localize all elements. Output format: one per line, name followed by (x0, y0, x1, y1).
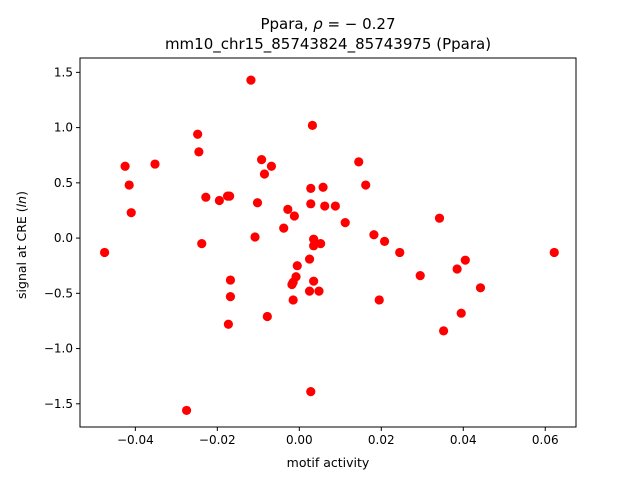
data-point-30 (292, 261, 302, 271)
x-tick-label-3: 0.02 (368, 433, 395, 447)
data-point-15 (225, 275, 236, 285)
data-point-41 (316, 239, 326, 249)
y-tick-label-1: −1.0 (44, 342, 73, 356)
data-point-6 (193, 129, 203, 139)
data-point-28 (289, 211, 299, 221)
y-axis-label-suffix: ) (14, 191, 29, 196)
data-point-9 (201, 192, 211, 202)
y-tick-label-3: 0.0 (54, 231, 73, 245)
y-tick-label-6: 1.5 (54, 65, 73, 79)
data-points (100, 75, 559, 416)
data-point-12 (225, 191, 235, 201)
y-tick-label-4: 0.5 (54, 176, 73, 190)
chart-title-rho-symbol: ρ (313, 15, 323, 33)
data-point-54 (439, 326, 449, 336)
axes-frame (79, 57, 577, 428)
chart-title-prefix: Ppara, (260, 15, 313, 33)
data-point-36 (307, 120, 318, 130)
data-point-50 (379, 236, 390, 246)
data-point-22 (266, 161, 277, 171)
data-point-42 (318, 182, 328, 192)
x-tick-label-5: 0.06 (532, 433, 559, 447)
data-point-33 (306, 199, 316, 209)
data-point-48 (369, 230, 379, 240)
data-point-31 (304, 286, 315, 296)
data-point-14 (225, 292, 236, 302)
data-point-17 (250, 232, 260, 242)
data-point-39 (309, 276, 319, 286)
data-point-56 (456, 308, 466, 318)
data-point-19 (256, 155, 267, 165)
x-tick-label-0: −0.04 (117, 433, 154, 447)
y-axis-label: signal at CRE (ln) (14, 191, 29, 299)
chart-title-rho-value: = − 0.27 (323, 15, 396, 33)
data-point-51 (395, 247, 405, 258)
data-point-29 (291, 272, 301, 282)
data-point-10 (214, 195, 224, 206)
chart-subtitle: mm10_chr15_85743824_85743975 (Ppara) (165, 35, 491, 54)
plot-area (79, 57, 577, 428)
data-point-18 (252, 198, 263, 208)
data-point-24 (283, 204, 293, 214)
data-point-2 (124, 180, 134, 190)
data-point-7 (194, 147, 204, 157)
data-point-55 (452, 264, 462, 274)
data-point-3 (126, 208, 136, 218)
data-point-13 (223, 319, 233, 329)
data-point-57 (460, 255, 470, 265)
data-point-47 (361, 180, 371, 190)
data-point-21 (262, 311, 272, 322)
y-tick-label-5: 1.0 (54, 121, 73, 135)
data-point-27 (288, 295, 298, 305)
data-point-4 (150, 159, 160, 169)
data-point-16 (246, 75, 256, 85)
data-point-44 (330, 201, 340, 211)
data-point-0 (100, 247, 110, 258)
x-tick-label-4: 0.04 (450, 433, 477, 447)
data-point-5 (181, 405, 192, 416)
chart-title: Ppara, ρ = − 0.27 (260, 15, 395, 33)
data-point-37 (309, 241, 319, 251)
data-point-32 (304, 254, 315, 264)
data-point-58 (475, 283, 486, 293)
data-point-40 (314, 286, 324, 296)
data-point-59 (549, 247, 559, 258)
y-axis-label-prefix: signal at CRE ( (14, 207, 29, 299)
data-point-53 (434, 213, 445, 223)
data-point-34 (306, 183, 316, 193)
x-axis-label: motif activity (287, 455, 370, 470)
x-axis-ticks: −0.04 −0.02 0.00 0.02 0.04 0.06 (117, 427, 559, 447)
y-tick-label-2: −0.5 (44, 286, 73, 300)
y-tick-label-0: −1.5 (44, 397, 73, 411)
data-point-8 (197, 239, 207, 249)
data-point-23 (279, 223, 289, 233)
data-point-46 (354, 157, 364, 167)
data-point-20 (259, 169, 270, 179)
data-point-38 (309, 234, 319, 244)
data-point-43 (320, 201, 330, 211)
y-axis-label-italic: ln (14, 196, 29, 207)
data-point-35 (306, 387, 316, 397)
x-tick-label-1: −0.02 (199, 433, 236, 447)
data-point-49 (374, 295, 384, 305)
x-tick-label-2: 0.00 (286, 433, 313, 447)
data-point-1 (120, 161, 130, 171)
data-point-45 (340, 218, 350, 228)
y-axis-ticks: −1.5 −1.0 −0.5 0.0 0.5 1.0 1.5 (44, 65, 80, 411)
data-point-52 (415, 271, 425, 281)
